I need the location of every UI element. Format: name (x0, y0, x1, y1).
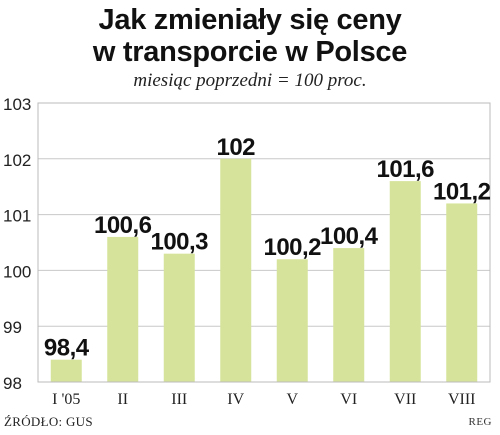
bar (276, 259, 308, 382)
bar (107, 236, 139, 382)
y-tick-label: 102 (3, 151, 31, 170)
bar (389, 181, 421, 382)
bar (50, 359, 82, 382)
chart-title-line1: Jak zmieniały się ceny (98, 4, 402, 36)
data-label: 101,6 (376, 156, 434, 183)
bar (446, 203, 478, 382)
data-label: 100,3 (150, 229, 208, 256)
bar (333, 248, 365, 382)
data-label: 100,6 (94, 212, 152, 239)
data-label: 100,2 (263, 234, 321, 261)
x-tick-label: III (171, 391, 187, 408)
chart-subtitle: miesiąc poprzedni = 100 proc. (133, 70, 367, 91)
bar (163, 253, 195, 382)
source-note: ŹRÓDŁO: GUS (4, 414, 93, 429)
x-tick-label: VII (394, 391, 416, 408)
data-label: 100,4 (320, 223, 379, 250)
y-tick-label: 101 (3, 207, 31, 226)
x-tick-label: II (117, 391, 128, 408)
chart-title-line2: w transporcie w Polsce (92, 36, 408, 68)
bar-layer (50, 158, 478, 382)
x-tick-label: V (286, 391, 298, 408)
plot-frame (37, 102, 491, 383)
y-tick-label: 103 (3, 95, 31, 114)
author-credit: REG (468, 416, 492, 428)
y-tick-label: 99 (3, 318, 22, 337)
x-tick-label: IV (227, 391, 244, 408)
data-label: 98,4 (44, 335, 90, 362)
y-tick-label: 98 (3, 374, 22, 393)
bar (220, 158, 252, 382)
data-label: 102 (216, 134, 255, 161)
x-tick-label: I '05 (52, 391, 80, 408)
y-tick-label: 100 (3, 262, 31, 281)
x-tick-label: VI (340, 391, 357, 408)
data-label: 101,2 (433, 178, 491, 205)
x-tick-label: VIII (448, 391, 476, 408)
